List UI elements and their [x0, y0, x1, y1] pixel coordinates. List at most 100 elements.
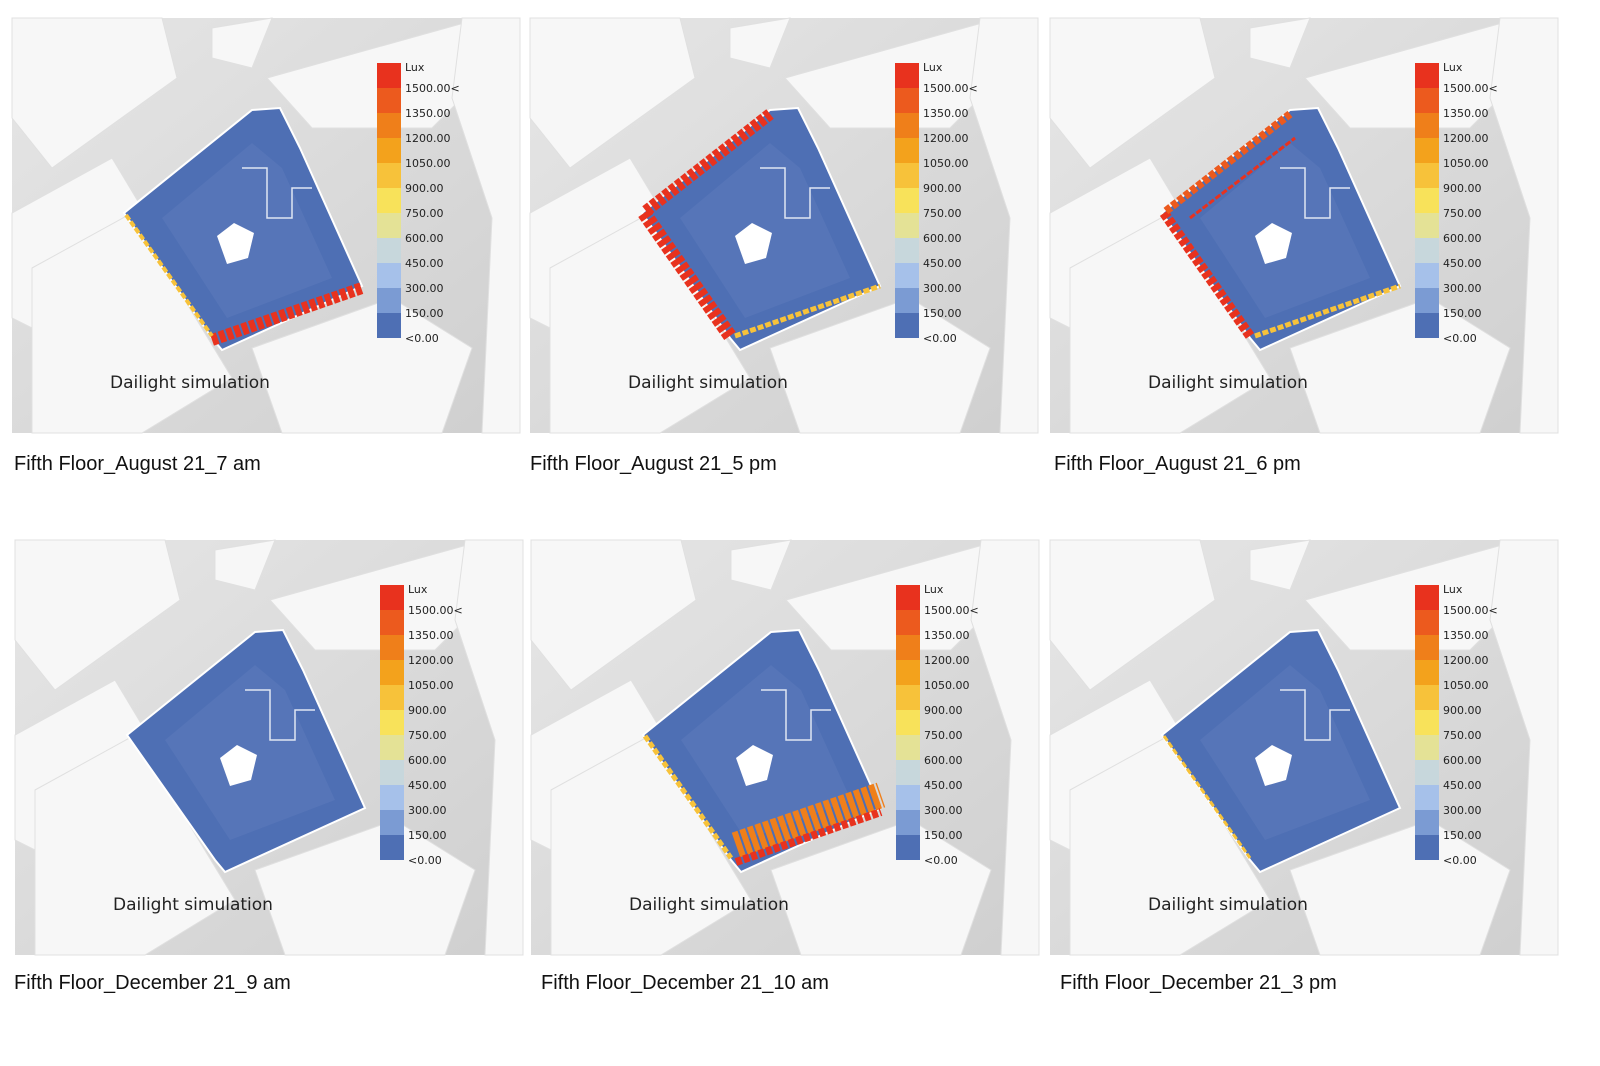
legend-label: 450.00	[405, 257, 444, 270]
map-label: Dailight simulation	[628, 373, 788, 393]
building	[1069, 734, 1271, 956]
legend-label: <0.00	[405, 332, 439, 345]
legend-label: 900.00	[1443, 182, 1482, 195]
building	[454, 539, 524, 956]
legend-swatch	[380, 635, 404, 660]
legend-title: Lux	[924, 583, 944, 596]
legend-swatch	[1415, 685, 1439, 710]
legend-label: 1050.00	[923, 157, 969, 170]
building	[769, 297, 991, 434]
legend-swatch	[380, 835, 404, 860]
building	[770, 819, 992, 956]
legend-swatch	[1415, 710, 1439, 735]
hot-edge	[124, 213, 214, 338]
legend-label: 1350.00	[408, 629, 454, 642]
legend-swatch	[1415, 313, 1439, 338]
legend-swatch	[380, 585, 404, 610]
building	[254, 819, 476, 956]
panel-caption: Fifth Floor_August 21_5 pm	[530, 453, 777, 475]
legend-swatch	[1415, 238, 1439, 263]
legend-label: 1200.00	[1443, 132, 1489, 145]
legend-label: 450.00	[924, 779, 963, 792]
legend-title: Lux	[408, 583, 428, 596]
building	[1489, 539, 1559, 956]
legend-swatch	[377, 288, 401, 313]
hot-edge	[1162, 735, 1252, 859]
legend-title: Lux	[1443, 583, 1463, 596]
legend-label: 600.00	[1443, 232, 1482, 245]
legend-title: Lux	[405, 61, 425, 74]
legend-label: 750.00	[405, 207, 444, 220]
panel-caption: Fifth Floor_December 21_10 am	[541, 972, 829, 994]
building	[529, 17, 696, 169]
legend-label: 1500.00<	[405, 82, 460, 95]
building	[31, 212, 233, 434]
legend-label: 1050.00	[408, 679, 454, 692]
legend-swatch	[896, 785, 920, 810]
core	[735, 223, 772, 264]
building	[1249, 539, 1311, 591]
legend-swatch	[895, 163, 919, 188]
panel-caption: Fifth Floor_August 21_6 pm	[1054, 453, 1301, 475]
legend-label: 450.00	[923, 257, 962, 270]
legend-swatch	[1415, 163, 1439, 188]
legend-swatch	[377, 263, 401, 288]
legend-label: 750.00	[408, 729, 447, 742]
core	[736, 745, 773, 786]
building	[34, 734, 236, 956]
walls	[760, 167, 830, 219]
legend-label: 600.00	[923, 232, 962, 245]
legend-swatch	[377, 138, 401, 163]
legend-swatch	[1415, 635, 1439, 660]
hot-edge	[642, 109, 774, 216]
legend-title: Lux	[923, 61, 943, 74]
legend-label: 1200.00	[923, 132, 969, 145]
map-label: Dailight simulation	[110, 373, 270, 393]
legend-swatch	[896, 635, 920, 660]
legend-swatch	[377, 63, 401, 88]
legend-swatch	[895, 313, 919, 338]
legend-swatch	[377, 163, 401, 188]
legend-swatch	[896, 810, 920, 835]
building	[1049, 17, 1216, 169]
legend-label: 1200.00	[1443, 654, 1489, 667]
legend-label: 900.00	[923, 182, 962, 195]
legend-label: 1200.00	[405, 132, 451, 145]
legend-label: 1350.00	[1443, 107, 1489, 120]
walls	[242, 167, 312, 219]
legend-label: <0.00	[1443, 854, 1477, 867]
map-label: Dailight simulation	[629, 895, 789, 915]
legend-swatch	[377, 113, 401, 138]
legend-swatch	[896, 760, 920, 785]
legend-swatch	[377, 238, 401, 263]
building	[1289, 819, 1511, 956]
hot-edge	[1189, 136, 1296, 220]
legend-label: <0.00	[1443, 332, 1477, 345]
walls	[1280, 167, 1350, 219]
legend-label: 300.00	[408, 804, 447, 817]
hot-edge	[1159, 210, 1255, 339]
legend-swatch	[1415, 610, 1439, 635]
legend-label: 150.00	[923, 307, 962, 320]
building	[729, 17, 791, 69]
walls	[1280, 689, 1350, 741]
legend-swatch	[895, 113, 919, 138]
building	[211, 17, 273, 69]
legend-swatch	[380, 610, 404, 635]
legend-label: 1050.00	[405, 157, 451, 170]
legend-swatch	[1415, 810, 1439, 835]
legend-swatch	[1415, 835, 1439, 860]
legend-swatch	[895, 63, 919, 88]
building	[11, 17, 178, 169]
building	[730, 539, 792, 591]
building	[1249, 17, 1311, 69]
panel-caption: Fifth Floor_August 21_7 am	[14, 453, 261, 475]
legend-swatch	[895, 188, 919, 213]
legend-label: 900.00	[1443, 704, 1482, 717]
legend-label: 600.00	[405, 232, 444, 245]
legend-label: 300.00	[923, 282, 962, 295]
legend-swatch	[1415, 785, 1439, 810]
legend-label: 150.00	[924, 829, 963, 842]
panel-caption: Fifth Floor_December 21_3 pm	[1060, 972, 1337, 994]
legend-swatch	[895, 238, 919, 263]
